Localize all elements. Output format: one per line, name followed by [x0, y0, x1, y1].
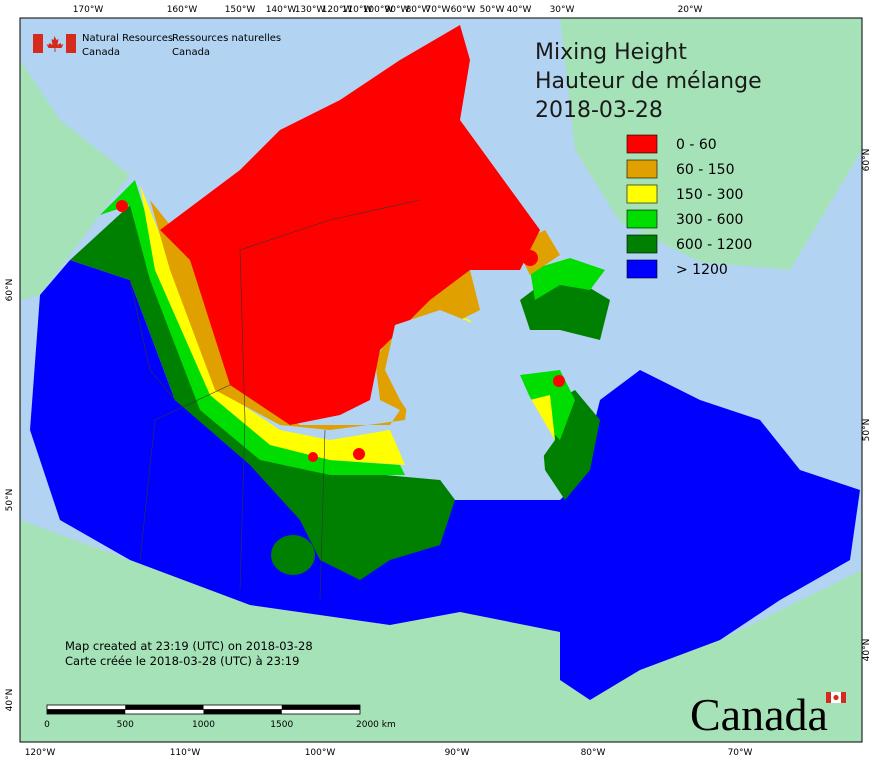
usa: [20, 520, 862, 742]
lon-label: 100°W: [305, 748, 336, 758]
footer-text: Map created at 23:19 (UTC) on 2018-03-28: [65, 639, 313, 653]
region: [353, 448, 365, 460]
legend-swatch: [626, 234, 658, 254]
agency-fr: Canada: [172, 47, 210, 58]
lon-label: 100°W: [363, 5, 394, 15]
lat-label: 60°N: [862, 149, 872, 172]
canada-wordmark: Canada: [690, 689, 828, 740]
lon-label: 110°W: [342, 5, 373, 15]
lat-label: 40°N: [862, 639, 872, 662]
legend-label: 600 - 1200: [676, 237, 752, 253]
scale-label: 500: [117, 720, 134, 730]
graticule-labels: 170°W 160°W 150°W 140°W130°W120°W110°W100°W…: [5, 5, 872, 758]
legend-swatch: [626, 159, 658, 179]
border: [319, 429, 326, 601]
map-title: Mixing Height: [535, 40, 687, 65]
region: [553, 375, 565, 387]
legend-label: 150 - 300: [676, 187, 743, 203]
lon-label: 140°W: [266, 5, 297, 15]
legend-swatch: [626, 134, 658, 154]
map-date: 2018-03-28: [535, 98, 663, 123]
legend: 0 - 60 60 - 150 150 - 300 300 - 600 600 - 12…: [626, 134, 752, 279]
lon-label: 90°W: [445, 748, 470, 758]
lon-label: 60°W: [451, 5, 476, 15]
lon-label: 120°W: [25, 748, 56, 758]
legend-swatch: [626, 209, 658, 229]
alaska: [20, 60, 130, 300]
region: [30, 260, 860, 700]
scale-bar: 0 500 1000 1500 2000 km: [44, 704, 396, 730]
map-title: Hauteur de mélange: [535, 69, 762, 94]
lon-label: 20°W: [678, 5, 703, 15]
legend-label: 60 - 150: [676, 162, 735, 178]
map: [20, 18, 862, 742]
hudson-bay: [385, 310, 555, 475]
lon-label: 80°W: [406, 5, 431, 15]
maple-leaf: [46, 36, 64, 52]
legend-label: > 1200: [676, 262, 728, 278]
lon-label: 70°W: [728, 748, 753, 758]
lon-label: 70°W: [426, 5, 451, 15]
lon-label: 110°W: [170, 748, 201, 758]
lat-label: 60°N: [5, 279, 15, 302]
scale-segment: [281, 705, 360, 710]
lon-label: 120°W: [322, 5, 353, 15]
region: [160, 25, 540, 425]
border: [129, 279, 176, 401]
region: [271, 535, 315, 575]
region: [522, 250, 538, 266]
legend-label: 300 - 600: [676, 212, 743, 228]
lon-label: 40°W: [507, 5, 532, 15]
region: [70, 205, 455, 580]
lon-label: 80°W: [581, 748, 606, 758]
lat-label: 50°N: [5, 489, 15, 512]
flag-bar: [33, 34, 43, 53]
lon-label: 90°W: [385, 5, 410, 15]
legend-swatch: [626, 184, 658, 204]
lat-label: 50°N: [862, 419, 872, 442]
lon-label: 130°W: [295, 5, 326, 15]
wordmark-flag: [826, 692, 846, 703]
frame: [19, 17, 863, 743]
legend-label: 0 - 60: [676, 137, 717, 153]
flag-bar: [66, 34, 76, 53]
lon-label: 170°W: [73, 5, 104, 15]
flag-bar: [841, 692, 846, 703]
scale-label: 2000 km: [356, 720, 396, 730]
lon-label: 160°W: [167, 5, 198, 15]
lon-label: 50°W: [480, 5, 505, 15]
border: [139, 384, 231, 561]
borders: [129, 199, 421, 601]
scale-segment: [203, 709, 282, 714]
nrcan-logo: Natural Resources Canada Ressources natu…: [33, 33, 281, 58]
lon-label: 150°W: [225, 5, 256, 15]
lon-label: 30°W: [550, 5, 575, 15]
border: [239, 199, 421, 251]
border: [239, 249, 246, 591]
region: [308, 452, 318, 462]
legend-swatch: [626, 259, 658, 279]
footer-text: Carte créée le 2018-03-28 (UTC) à 23:19: [65, 654, 299, 668]
agency-en: Canada: [82, 47, 120, 58]
flag-bar: [826, 692, 831, 703]
maple-leaf: [833, 694, 839, 701]
agency-fr: Ressources naturelles: [172, 33, 281, 44]
scale-label: 0: [44, 720, 50, 730]
scale-segment: [125, 705, 204, 710]
scale-label: 1500: [270, 720, 293, 730]
scale-label: 1000: [192, 720, 215, 730]
scale-segment: [47, 709, 126, 714]
region: [530, 258, 605, 300]
lat-label: 40°N: [5, 689, 15, 712]
greenland: [560, 18, 862, 270]
region: [116, 200, 128, 212]
agency-en: Natural Resources: [82, 33, 173, 44]
